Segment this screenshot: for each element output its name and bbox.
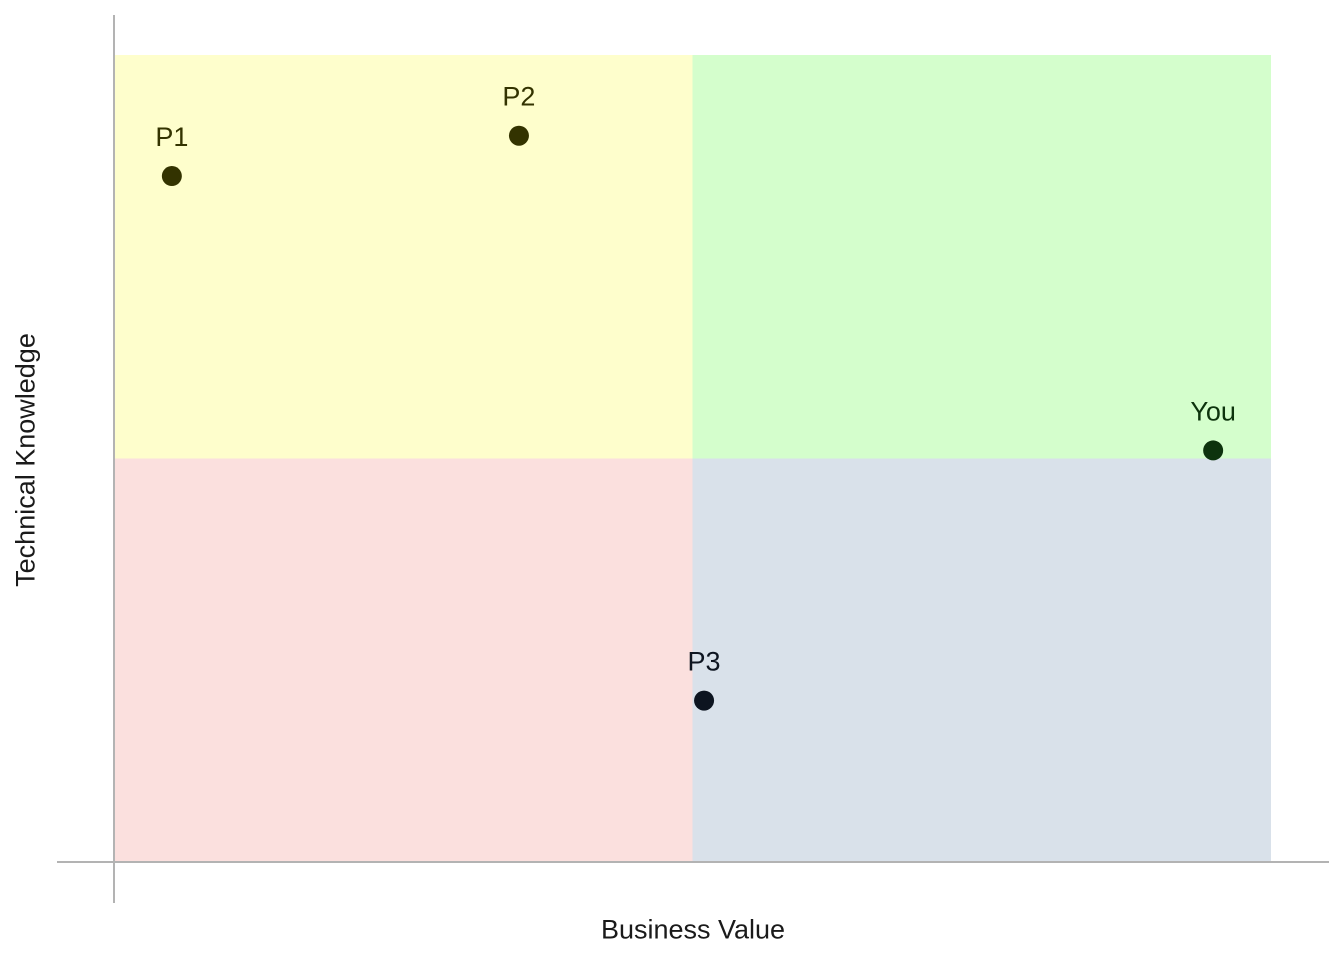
data-label-p1: P1 xyxy=(155,122,188,152)
data-label-you: You xyxy=(1190,396,1236,426)
data-point-p3 xyxy=(694,690,715,711)
data-point-p1 xyxy=(161,166,182,187)
y-axis-label: Technical Knowledge xyxy=(10,333,41,587)
quadrant-backgrounds xyxy=(114,55,1271,862)
quadrant-top-right xyxy=(692,55,1271,459)
data-label-p2: P2 xyxy=(502,82,535,112)
quadrant-top-left xyxy=(114,55,693,459)
axes xyxy=(57,15,1329,903)
data-points: P1 P2 You P3 xyxy=(155,82,1236,711)
data-point-p2 xyxy=(508,125,529,146)
quadrant-bottom-right xyxy=(692,458,1271,862)
data-point-you xyxy=(1203,440,1224,461)
x-axis-label: Business Value xyxy=(600,914,786,945)
quadrant-bottom-left xyxy=(114,458,693,862)
data-label-p3: P3 xyxy=(688,647,721,677)
